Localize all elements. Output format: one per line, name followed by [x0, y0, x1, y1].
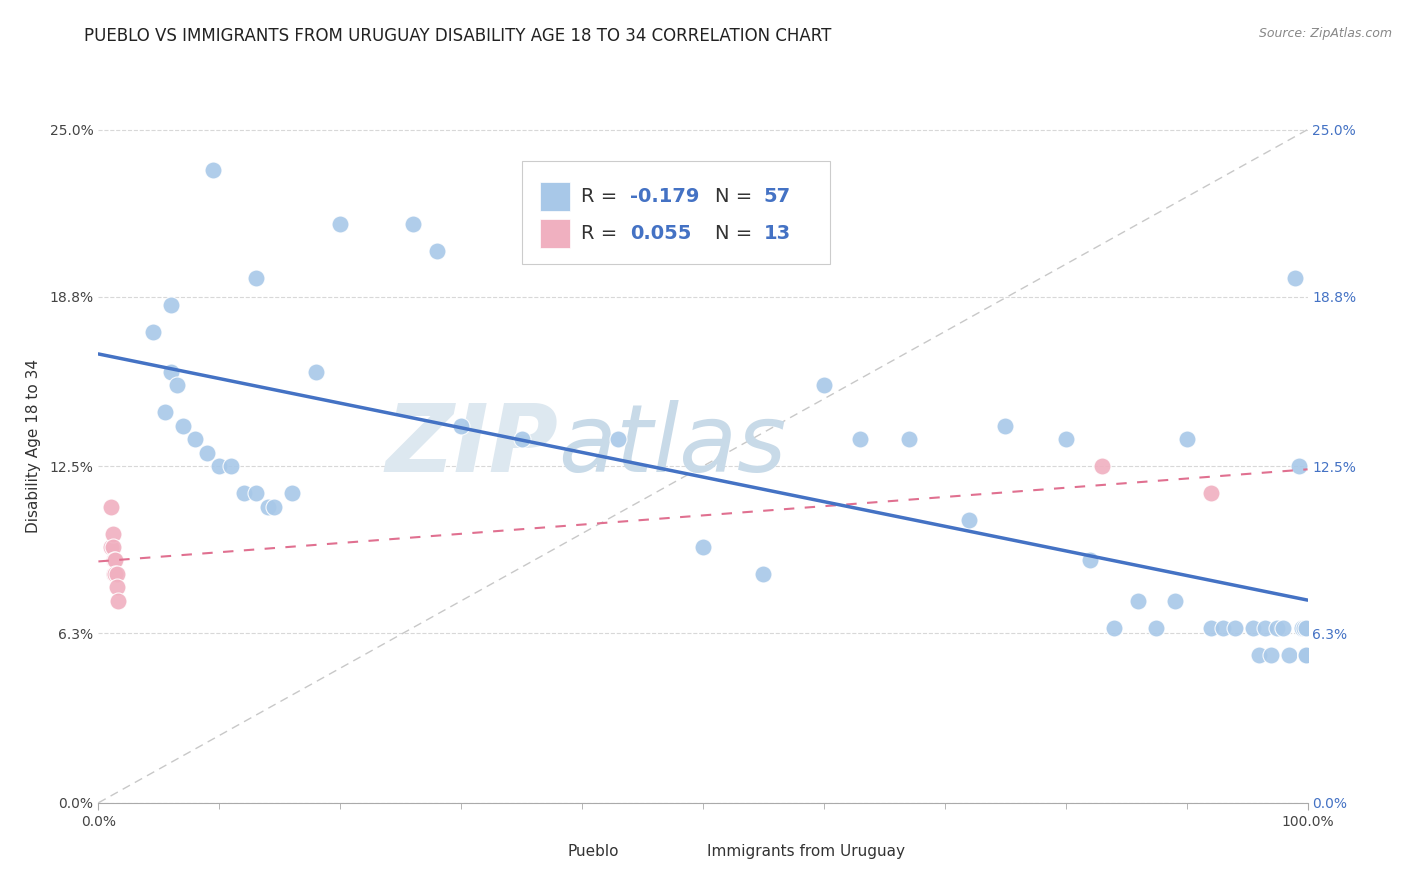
Text: 57: 57: [763, 186, 790, 206]
Point: [450, 418, 472, 433]
Point: [1175, 432, 1198, 446]
Point: [1278, 648, 1301, 662]
Point: [692, 540, 714, 554]
Text: Immigrants from Uruguay: Immigrants from Uruguay: [707, 844, 904, 859]
Text: 0.055: 0.055: [630, 224, 692, 243]
Point: [1146, 621, 1168, 635]
Point: [1272, 621, 1295, 635]
Point: [607, 432, 630, 446]
Point: [402, 217, 425, 231]
Text: N =: N =: [716, 224, 759, 243]
Point: [1284, 270, 1306, 285]
Point: [957, 513, 980, 527]
Point: [510, 432, 533, 446]
Point: [105, 580, 128, 594]
Point: [153, 405, 176, 419]
Point: [1291, 621, 1313, 635]
Point: [994, 418, 1017, 433]
Point: [100, 500, 122, 514]
Point: [202, 163, 225, 178]
Point: [195, 446, 218, 460]
Point: [1078, 553, 1101, 567]
Point: [1241, 621, 1264, 635]
Point: [849, 432, 872, 446]
Point: [1295, 621, 1317, 635]
Text: R =: R =: [581, 186, 623, 206]
FancyBboxPatch shape: [672, 840, 699, 863]
Text: ZIP: ZIP: [385, 400, 558, 492]
FancyBboxPatch shape: [534, 840, 561, 863]
Point: [160, 365, 183, 379]
Point: [103, 553, 125, 567]
Point: [208, 459, 231, 474]
Point: [1292, 621, 1315, 635]
Point: [184, 432, 207, 446]
Point: [426, 244, 449, 258]
Point: [1212, 621, 1234, 635]
FancyBboxPatch shape: [522, 161, 830, 264]
FancyBboxPatch shape: [540, 182, 569, 211]
Point: [1163, 594, 1185, 608]
Point: [1199, 486, 1222, 500]
Point: [1254, 621, 1277, 635]
Point: [1102, 621, 1125, 635]
Text: Pueblo: Pueblo: [568, 844, 619, 859]
Point: [1288, 459, 1310, 474]
Point: [166, 378, 188, 392]
Point: [142, 325, 165, 339]
Text: Source: ZipAtlas.com: Source: ZipAtlas.com: [1258, 27, 1392, 40]
Point: [813, 378, 835, 392]
Point: [281, 486, 304, 500]
Point: [1128, 594, 1150, 608]
Point: [329, 217, 352, 231]
Point: [305, 365, 328, 379]
Point: [221, 459, 243, 474]
Text: 13: 13: [763, 224, 790, 243]
Text: R =: R =: [581, 224, 623, 243]
Text: -0.179: -0.179: [630, 186, 700, 206]
Point: [105, 566, 128, 581]
Point: [1249, 648, 1271, 662]
Point: [245, 270, 267, 285]
Point: [101, 540, 124, 554]
Point: [100, 540, 122, 554]
Point: [104, 553, 127, 567]
Point: [1295, 648, 1317, 662]
Point: [1199, 621, 1222, 635]
Point: [1295, 648, 1317, 662]
Point: [263, 500, 285, 514]
Point: [256, 500, 278, 514]
Point: [1295, 648, 1317, 662]
Point: [752, 566, 775, 581]
Point: [897, 432, 920, 446]
Text: atlas: atlas: [558, 401, 786, 491]
Point: [160, 298, 183, 312]
Point: [1054, 432, 1077, 446]
Point: [245, 486, 267, 500]
Point: [103, 566, 125, 581]
Point: [104, 566, 127, 581]
Y-axis label: Disability Age 18 to 34: Disability Age 18 to 34: [27, 359, 41, 533]
FancyBboxPatch shape: [540, 219, 569, 248]
Text: N =: N =: [716, 186, 759, 206]
Point: [107, 594, 129, 608]
Point: [1295, 648, 1317, 662]
Point: [1260, 648, 1282, 662]
Point: [232, 486, 254, 500]
Point: [1091, 459, 1114, 474]
Point: [172, 418, 194, 433]
Point: [1267, 621, 1289, 635]
Text: PUEBLO VS IMMIGRANTS FROM URUGUAY DISABILITY AGE 18 TO 34 CORRELATION CHART: PUEBLO VS IMMIGRANTS FROM URUGUAY DISABI…: [84, 27, 832, 45]
Point: [1223, 621, 1246, 635]
Point: [101, 526, 124, 541]
